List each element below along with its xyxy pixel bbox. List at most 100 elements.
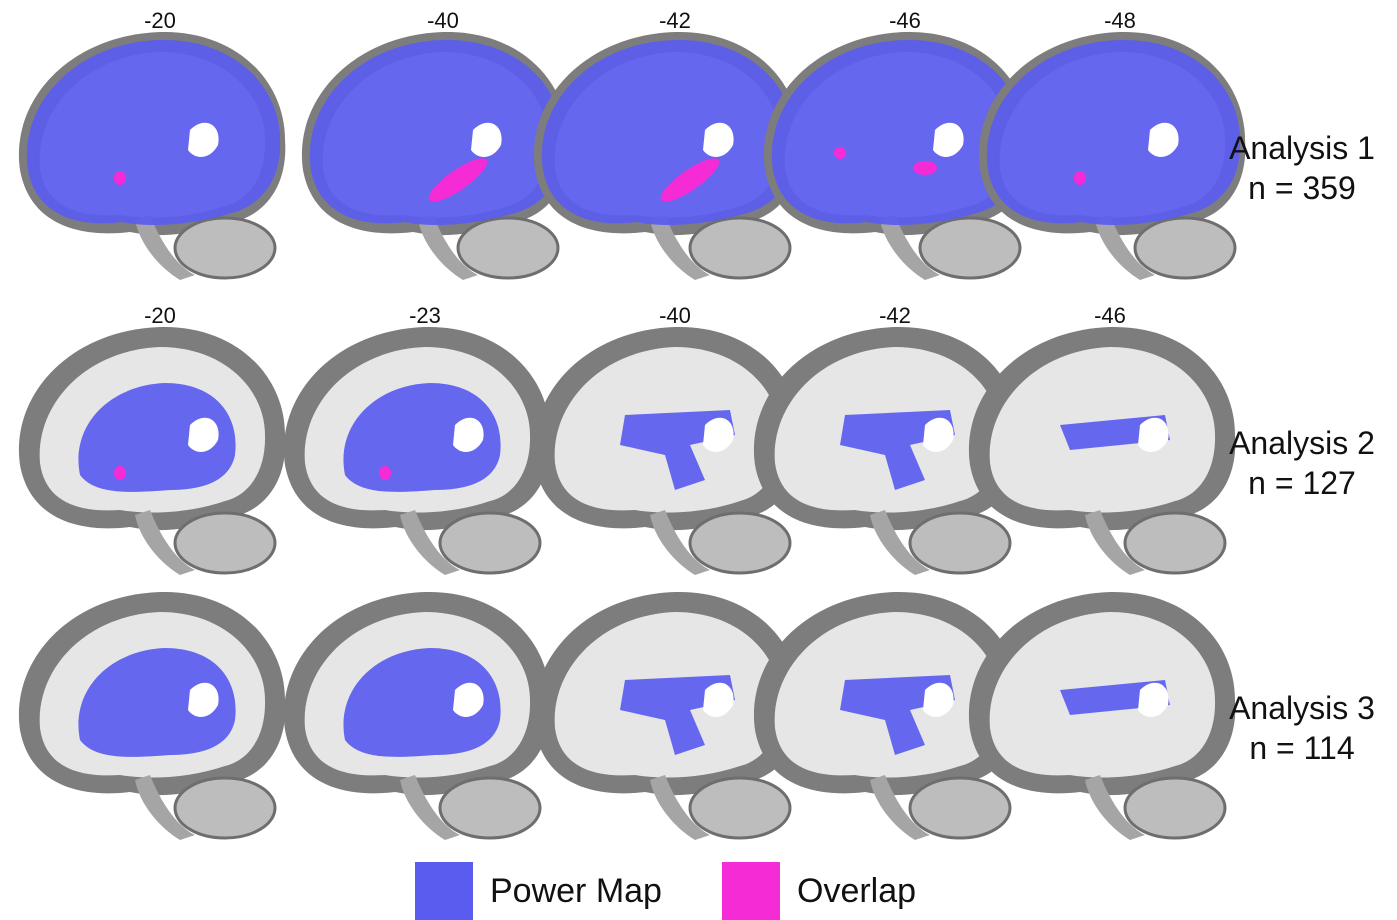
brain-slice-svg (533, 326, 801, 575)
ventricle (188, 682, 219, 717)
analysis-title: Analysis 3 (1229, 690, 1375, 726)
slice-coordinate-label: -48 (1104, 8, 1136, 33)
cerebellum (1133, 216, 1237, 280)
power-map-legend-label: Power Map (490, 872, 662, 910)
ventricle (1148, 122, 1179, 157)
sample-size: n = 127 (1248, 465, 1356, 501)
analysis-title: Analysis 2 (1229, 425, 1375, 461)
cerebellum (688, 776, 792, 840)
legend: Power Map Overlap (0, 862, 1397, 920)
cerebellum (1123, 776, 1227, 840)
ventricle (1138, 417, 1169, 452)
brain-slice-svg (533, 591, 801, 840)
brain-slice-svg (283, 591, 551, 840)
cerebellum (908, 511, 1012, 575)
overlap-region (379, 466, 391, 480)
analysis-row-1: -20 -40 -42 -46 -48 Analysis 1 n = 359 (0, 8, 1397, 310)
ventricle (703, 417, 734, 452)
slice-coordinate-label: -40 (427, 8, 459, 33)
ventricle (453, 417, 484, 452)
brain-slice-svg (18, 326, 286, 575)
cerebellum (173, 216, 277, 280)
overlap-swatch (722, 862, 780, 920)
ventricle (703, 682, 734, 717)
ventricle (923, 417, 954, 452)
slice-coordinate-label: -23 (409, 303, 441, 328)
brainstem (1095, 215, 1155, 280)
power-map-region (309, 39, 564, 226)
brainstem (1085, 510, 1145, 575)
ventricle (188, 417, 219, 452)
brainstem (650, 215, 710, 280)
ventricle (923, 682, 954, 717)
slice-coordinate-label: -20 (144, 8, 176, 33)
power-map-region (78, 383, 236, 492)
power-map-swatch (415, 862, 473, 920)
brain-slice-svg (753, 326, 1021, 575)
brain-slice-svg (968, 591, 1236, 840)
brainstem (650, 510, 710, 575)
power-map-region (343, 648, 501, 757)
brainstem (400, 510, 460, 575)
cerebellum (1123, 511, 1227, 575)
brainstem (880, 215, 940, 280)
overlap-region (913, 161, 937, 175)
brainstem (135, 510, 195, 575)
overlap-legend-label: Overlap (797, 872, 917, 910)
row-label-3: Analysis 3 n = 114 (1207, 688, 1397, 768)
sample-size: n = 359 (1248, 170, 1356, 206)
row-label-1: Analysis 1 n = 359 (1207, 128, 1397, 208)
power-map-region (343, 383, 501, 492)
analysis-row-2: -20 -23 -40 -42 -46 Analysis 2 n = 127 (0, 303, 1397, 605)
power-map-region (986, 39, 1241, 226)
cerebellum (688, 216, 792, 280)
brain-slice-svg (753, 591, 1021, 840)
overlap-region (114, 171, 126, 185)
cerebellum (173, 511, 277, 575)
analysis-row-3: Analysis 3 n = 114 (0, 570, 1397, 870)
power-map-region (78, 648, 236, 757)
cerebellum (688, 511, 792, 575)
slice-coordinate-label: -46 (1094, 303, 1126, 328)
brain-slice-svg (763, 31, 1031, 280)
brain-slice-svg (533, 31, 801, 280)
power-map-region (771, 39, 1026, 226)
ventricle (453, 682, 484, 717)
overlap-region (660, 158, 720, 202)
cerebellum (438, 776, 542, 840)
brain-slice-svg (978, 31, 1246, 280)
slice-coordinate-label: -40 (659, 303, 691, 328)
cerebellum (918, 216, 1022, 280)
brainstem (400, 775, 460, 840)
brainstem (1085, 775, 1145, 840)
brainstem (870, 775, 930, 840)
ventricle (703, 122, 734, 157)
brain-slice-svg (283, 326, 551, 575)
slice-coordinate-label: -42 (659, 8, 691, 33)
overlap-region (114, 466, 126, 480)
brain-slice-svg (18, 31, 286, 280)
slice-coordinate-label: -46 (889, 8, 921, 33)
slice-coordinate-label: -42 (879, 303, 911, 328)
cerebellum (173, 776, 277, 840)
ventricle (1138, 682, 1169, 717)
cerebellum (438, 511, 542, 575)
brainstem (135, 215, 195, 280)
brain-slice-svg (18, 591, 286, 840)
sample-size: n = 114 (1249, 730, 1355, 766)
ventricle (933, 122, 964, 157)
brain-slice-svg (968, 326, 1236, 575)
overlap-region (428, 158, 488, 202)
ventricle (188, 122, 219, 157)
cerebellum (908, 776, 1012, 840)
brainstem (135, 775, 195, 840)
ventricle (471, 122, 502, 157)
power-map-region (26, 39, 281, 226)
brainstem (418, 215, 478, 280)
brainstem (650, 775, 710, 840)
slice-coordinate-label: -20 (144, 303, 176, 328)
overlap-region (834, 147, 846, 159)
power-map-region (541, 39, 796, 226)
brainstem (870, 510, 930, 575)
row-label-2: Analysis 2 n = 127 (1207, 423, 1397, 503)
